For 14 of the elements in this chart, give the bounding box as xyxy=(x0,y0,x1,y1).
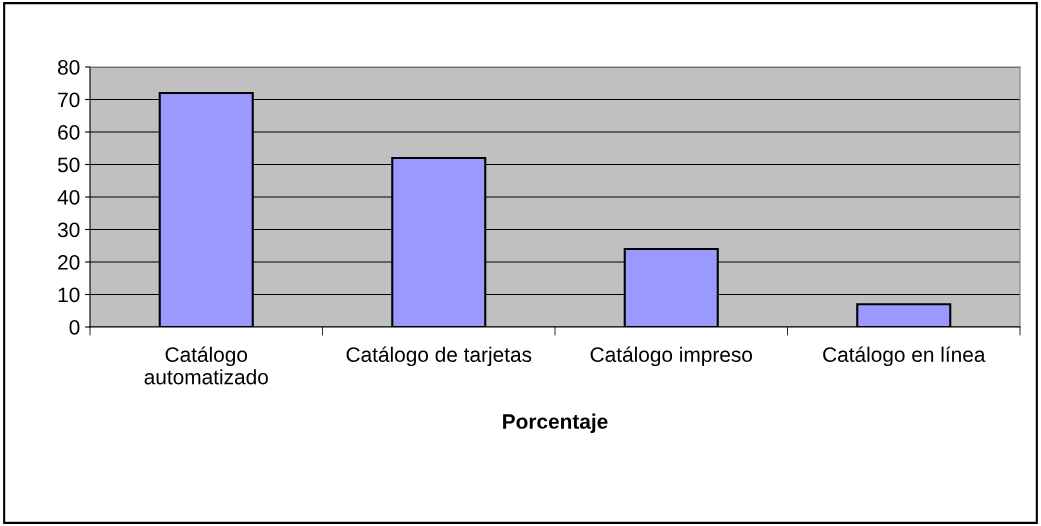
y-tick-label: 70 xyxy=(58,92,80,108)
y-tick-label: 50 xyxy=(57,157,80,173)
y-tick-label: 30 xyxy=(57,222,80,238)
y-tick-label: 40 xyxy=(57,190,80,205)
y-tick-label: 0 xyxy=(69,320,80,335)
y-tick-label: 10 xyxy=(58,287,80,303)
x-tick-label: Catálogo de tarjetas xyxy=(346,346,532,367)
x-tick-label: Catálogo impreso xyxy=(590,346,753,367)
x-tick-label: Catálogo automatizado xyxy=(144,346,268,385)
y-tick-label: 20 xyxy=(58,255,80,270)
x-tick-label: Catálogo en línea xyxy=(823,346,986,367)
y-tick-label: 80 xyxy=(58,60,80,75)
x-axis-title: Porcentaje xyxy=(503,413,608,433)
y-tick-label: 60 xyxy=(58,125,80,140)
